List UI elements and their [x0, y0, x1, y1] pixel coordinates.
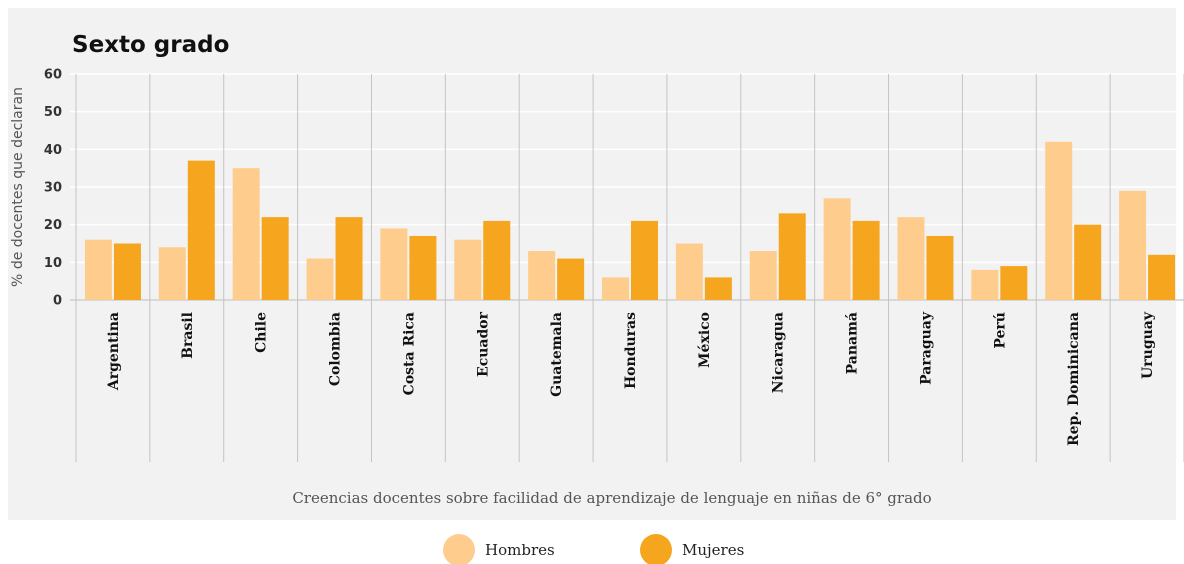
bar-hombres-paraguay — [897, 217, 925, 300]
bar-hombres-rep-dominicana — [1045, 141, 1073, 300]
bar-hombres-guatemala — [528, 251, 556, 300]
category-label: Chile — [254, 312, 270, 353]
bar-hombres-panam- — [823, 198, 851, 300]
category-label: Uruguay — [1140, 311, 1156, 379]
category-label: Perú — [992, 312, 1008, 349]
legend-label: Mujeres — [682, 541, 744, 559]
category-label: Costa Rica — [401, 312, 417, 395]
bar-hombres-per- — [971, 269, 999, 300]
bar-hombres-ecuador — [454, 239, 482, 300]
y-tick-label: 60 — [44, 68, 62, 83]
bar-hombres-costa-rica — [380, 228, 408, 300]
bar-mujeres-brasil — [187, 160, 215, 300]
category-label: Honduras — [623, 312, 639, 389]
y-tick-label: 0 — [53, 294, 62, 309]
bar-hombres-colombia — [306, 258, 334, 300]
category-label: Colombia — [328, 312, 344, 386]
y-tick-label: 30 — [44, 181, 62, 196]
bar-hombres-m-xico — [675, 243, 703, 300]
y-tick-label: 10 — [44, 256, 62, 271]
category-label: Brasil — [180, 312, 196, 359]
bar-mujeres-panam- — [852, 220, 880, 300]
chart-title: Sexto grado — [72, 32, 229, 58]
y-tick-label: 40 — [44, 143, 62, 158]
bar-mujeres-rep-dominicana — [1074, 224, 1102, 300]
legend-swatch — [443, 534, 475, 564]
x-axis-label: Creencias docentes sobre facilidad de ap… — [292, 489, 931, 507]
category-label: Rep. Dominicana — [1066, 312, 1082, 446]
bar-mujeres-guatemala — [557, 258, 585, 300]
category-label: Nicaragua — [771, 312, 787, 393]
bar-hombres-argentina — [84, 239, 112, 300]
legend-label: Hombres — [485, 541, 555, 559]
category-label: Panamá — [845, 312, 861, 374]
category-label: México — [697, 312, 713, 368]
category-label: Guatemala — [549, 312, 565, 397]
bar-mujeres-costa-rica — [409, 235, 437, 300]
bar-hombres-chile — [232, 168, 260, 300]
bar-mujeres-colombia — [335, 217, 363, 300]
y-axis-ticks: 0 10 20 30 40 50 60 — [44, 68, 62, 309]
bar-mujeres-m-xico — [704, 277, 732, 300]
category-labels: Argentina Brasil Chile Colombia Costa Rica Ec… — [106, 311, 1156, 446]
bar-mujeres-uruguay — [1148, 254, 1176, 300]
bar-mujeres-honduras — [631, 220, 658, 300]
y-tick-label: 50 — [44, 105, 62, 120]
category-separators — [75, 74, 1184, 462]
bar-hombres-nicaragua — [749, 251, 777, 300]
y-tick-label: 20 — [44, 218, 62, 233]
bar-mujeres-paraguay — [926, 235, 954, 300]
bar-hombres-honduras — [602, 277, 629, 300]
bars — [84, 141, 1176, 300]
category-label: Ecuador — [475, 311, 491, 377]
bar-mujeres-ecuador — [483, 220, 511, 300]
bar-mujeres-argentina — [113, 243, 141, 300]
category-label: Argentina — [106, 312, 122, 391]
y-axis-label: % de docentes que declaran — [10, 87, 26, 287]
bar-mujeres-per- — [1000, 266, 1028, 300]
bar-mujeres-nicaragua — [778, 213, 806, 300]
bar-hombres-uruguay — [1119, 190, 1147, 300]
legend: Hombres Mujeres — [443, 534, 744, 564]
bar-mujeres-chile — [261, 217, 289, 300]
category-label: Paraguay — [918, 311, 934, 385]
legend-swatch — [640, 534, 672, 564]
bar-hombres-brasil — [158, 247, 186, 300]
